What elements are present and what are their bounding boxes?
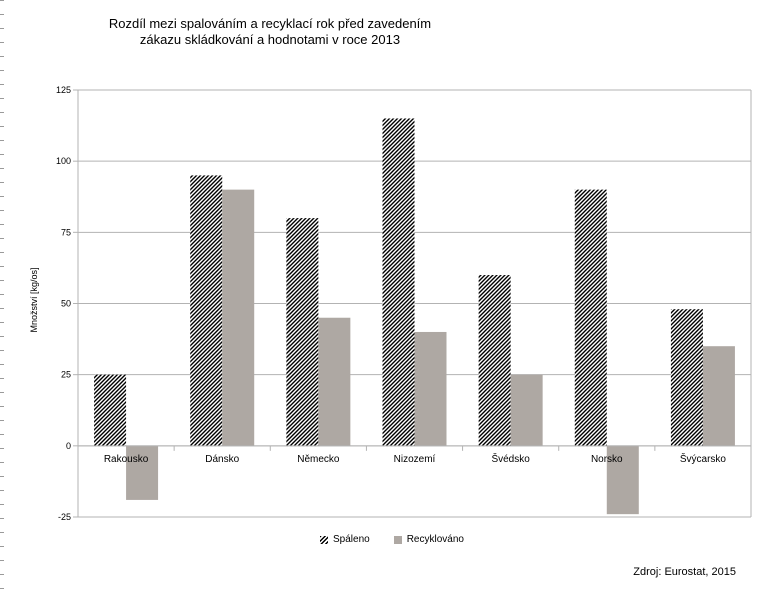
chart-title-line-1: Rozdíl mezi spalováním a recyklací rok p… xyxy=(108,16,432,31)
legend-item-spaleno: Spáleno xyxy=(320,534,370,545)
bar-spaleno xyxy=(382,118,415,446)
bar-recyklovano xyxy=(222,189,255,446)
bar-recyklovano xyxy=(606,445,639,515)
y-tick-label: 100 xyxy=(56,156,71,166)
x-tick-label: Rakousko xyxy=(104,454,149,465)
x-tick-label: Švédsko xyxy=(491,452,530,465)
axes xyxy=(73,89,752,518)
y-axis-label: Množství [kg/os] xyxy=(29,267,39,333)
bar-spaleno xyxy=(670,309,703,446)
x-tick-label: Švýcarsko xyxy=(680,452,727,465)
bar-recyklovano xyxy=(318,317,351,446)
legend-label-recyklovano: Recyklováno xyxy=(406,534,464,545)
legend: Spáleno Recyklováno xyxy=(320,534,488,545)
y-tick-label: 25 xyxy=(61,370,71,380)
bar-spaleno xyxy=(478,275,511,446)
legend-swatch-solid xyxy=(393,535,402,544)
legend-item-recyklovano: Recyklováno xyxy=(393,534,464,545)
legend-label-spaleno: Spáleno xyxy=(333,534,370,545)
x-tick-label: Německo xyxy=(297,454,340,465)
bar-spaleno xyxy=(286,218,319,446)
bars xyxy=(94,118,735,515)
bar-recyklovano xyxy=(702,346,735,446)
bar-spaleno xyxy=(94,374,127,446)
source-note: Zdroj: Eurostat, 2015 xyxy=(633,566,736,578)
bar-recyklovano xyxy=(414,331,447,446)
legend-swatch-hatch xyxy=(320,535,328,544)
bar-spaleno xyxy=(574,189,607,446)
x-tick-label: Nizozemí xyxy=(394,454,436,465)
tick-labels: -25 0 25 50 75 100 125 Rakousko Dánsko Německo Niz… xyxy=(56,85,726,522)
y-tick-label: 50 xyxy=(61,299,71,309)
bar-spaleno xyxy=(190,175,223,446)
x-tick-label: Norsko xyxy=(591,454,623,465)
ruler-marks xyxy=(0,0,8,600)
chart-title-line-2: zákazu skládkování a hodnotami v roce 20… xyxy=(139,32,401,47)
x-tick-label: Dánsko xyxy=(205,454,239,465)
y-tick-label: 75 xyxy=(61,227,71,237)
y-tick-label: -25 xyxy=(58,512,71,522)
bar-recyklovano xyxy=(126,445,159,500)
chart-title: Rozdíl mezi spalováním a recyklací rok p… xyxy=(90,16,450,48)
bar-recyklovano xyxy=(510,374,543,446)
y-tick-label: 0 xyxy=(66,441,71,451)
y-tick-label: 125 xyxy=(56,85,71,95)
